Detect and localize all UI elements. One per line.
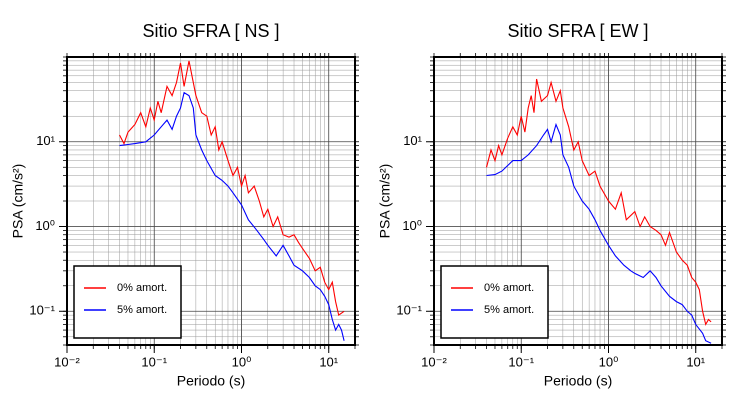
legend-label: 0% amort.	[117, 282, 167, 294]
plot-frame	[66, 56, 356, 346]
y-tick-label: 10⁻¹	[396, 303, 422, 318]
x-tick-label: 10⁰	[599, 354, 619, 369]
y-axis-label: PSA (cm/s²)	[10, 164, 26, 239]
chart: Sitio SFRA [ NS ] 10⁻² 10⁻¹ 10⁰ 10¹ 10⁻¹ 10⁰ 10…	[10, 21, 359, 389]
x-axis-label: Periodo (s)	[544, 373, 612, 389]
x-tick-label: 10¹	[686, 354, 705, 369]
y-tick-label: 10¹	[36, 133, 55, 148]
legend-label: 5% amort.	[484, 304, 534, 316]
x-tick-label: 10⁻¹	[141, 354, 167, 369]
series-line	[119, 60, 345, 317]
legend-box	[440, 265, 549, 339]
legend-label: 5% amort.	[117, 304, 167, 316]
plot-frame	[433, 56, 723, 346]
legend-label: 0% amort.	[484, 282, 534, 294]
y-axis-label: PSA (cm/s²)	[377, 164, 393, 239]
chart-title: Sitio SFRA [ NS ]	[142, 21, 279, 41]
legend-box	[73, 265, 182, 339]
series-line	[486, 122, 712, 344]
series-line	[485, 78, 712, 326]
x-tick-label: 10¹	[319, 354, 338, 369]
chart: Sitio SFRA [ EW ] 10⁻² 10⁻¹ 10⁰ 10¹ 10⁻¹ 10⁰ 10…	[377, 21, 726, 389]
x-tick-label: 10⁻¹	[508, 354, 534, 369]
x-axis-label: Periodo (s)	[177, 373, 245, 389]
y-tick-label: 10⁰	[402, 218, 422, 233]
y-tick-label: 10⁰	[35, 218, 55, 233]
x-tick-label: 10⁻²	[421, 354, 447, 369]
y-tick-label: 10⁻¹	[29, 303, 55, 318]
y-tick-label: 10¹	[403, 133, 422, 148]
x-tick-label: 10⁻²	[54, 354, 80, 369]
series-line	[119, 91, 345, 341]
x-tick-label: 10⁰	[232, 354, 252, 369]
chart-title: Sitio SFRA [ EW ]	[507, 21, 648, 41]
